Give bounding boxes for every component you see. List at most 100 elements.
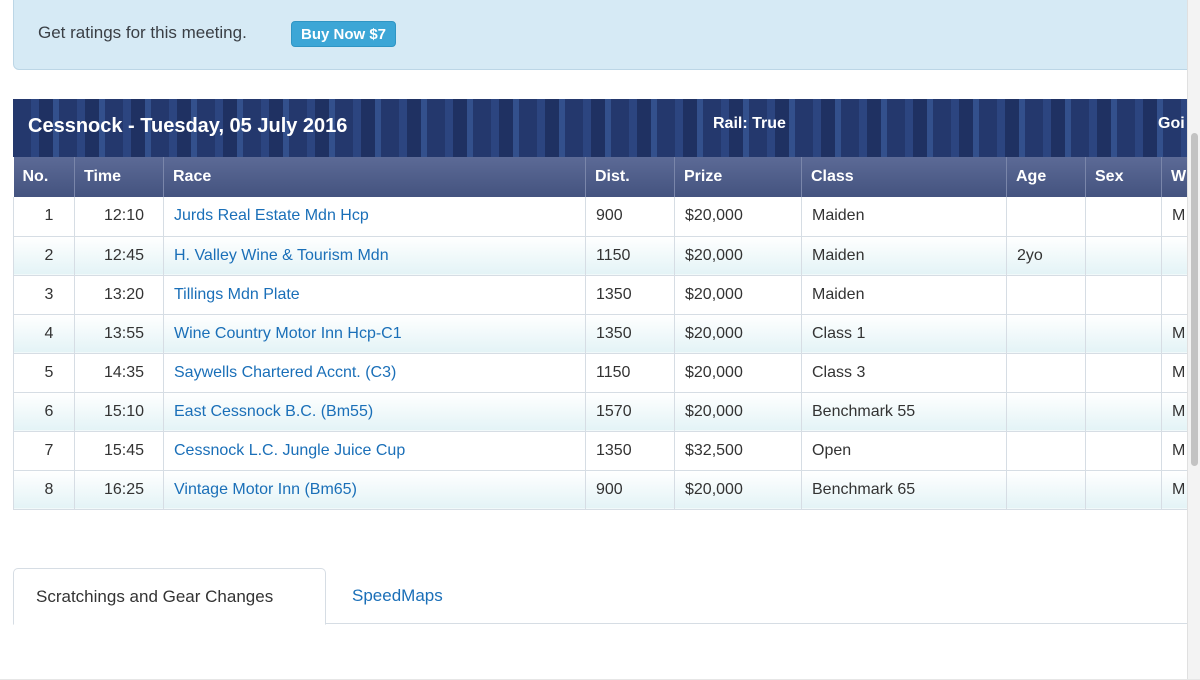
race-name-link[interactable]: Wine Country Motor Inn Hcp-C1 [174,324,402,342]
race-sex [1085,275,1162,315]
race-sex [1085,353,1162,393]
race-w: M [1161,470,1188,510]
race-age [1006,392,1086,432]
race-w: M [1161,314,1188,354]
race-sex [1085,197,1162,237]
race-time: 13:20 [74,275,164,315]
table-row: 5 14:35 Saywells Chartered Accnt. (C3) 1… [13,353,1188,393]
buy-now-button[interactable]: Buy Now $7 [291,21,397,47]
race-w: M [1161,392,1188,432]
table-header-row: No. Time Race Dist. Prize Class Age Sex … [13,157,1188,197]
table-row: 8 16:25 Vintage Motor Inn (Bm65) 900 $20… [13,470,1188,510]
race-number[interactable]: 7 [13,431,75,471]
race-name-link[interactable]: H. Valley Wine & Tourism Mdn [174,246,389,264]
race-time: 12:45 [74,236,164,276]
race-class: Class 1 [801,314,1007,354]
race-number[interactable]: 1 [13,197,75,237]
race-w: M [1161,353,1188,393]
race-name-link[interactable]: East Cessnock B.C. (Bm55) [174,402,374,420]
race-prize: $20,000 [674,275,802,315]
race-age [1006,197,1086,237]
tab-speedmaps[interactable]: SpeedMaps [352,586,443,605]
race-name-link[interactable]: Cessnock L.C. Jungle Juice Cup [174,441,406,459]
race-number[interactable]: 3 [13,275,75,315]
race-time: 13:55 [74,314,164,354]
col-header-class[interactable]: Class [801,157,1007,197]
race-time: 15:10 [74,392,164,432]
vertical-scrollbar[interactable] [1187,0,1200,680]
promo-banner: Get ratings for this meeting. Buy Now $7 [13,0,1200,70]
race-number[interactable]: 2 [13,236,75,276]
race-prize: $20,000 [674,197,802,237]
race-age [1006,275,1086,315]
col-header-time[interactable]: Time [74,157,164,197]
race-time: 14:35 [74,353,164,393]
race-age [1006,314,1086,354]
race-distance: 1350 [585,431,675,471]
col-header-prize[interactable]: Prize [674,157,802,197]
race-distance: 1570 [585,392,675,432]
race-prize: $20,000 [674,353,802,393]
race-name-link[interactable]: Saywells Chartered Accnt. (C3) [174,363,397,381]
race-distance: 1150 [585,353,675,393]
race-number[interactable]: 6 [13,392,75,432]
race-age [1006,470,1086,510]
race-prize: $20,000 [674,470,802,510]
table-row: 1 12:10 Jurds Real Estate Mdn Hcp 900 $2… [13,197,1188,237]
race-name-link[interactable]: Jurds Real Estate Mdn Hcp [174,207,369,225]
race-sex [1085,470,1162,510]
table-row: 6 15:10 East Cessnock B.C. (Bm55) 1570 $… [13,392,1188,432]
races-table: No. Time Race Dist. Prize Class Age Sex … [13,157,1188,510]
race-w: M [1161,197,1188,237]
race-sex [1085,314,1162,354]
meeting-header: Cessnock - Tuesday, 05 July 2016 Rail: T… [13,99,1187,157]
col-header-sex[interactable]: Sex [1085,157,1162,197]
race-class: Maiden [801,236,1007,276]
race-w: M [1161,431,1188,471]
race-time: 12:10 [74,197,164,237]
rail-status: Rail: True [713,115,786,132]
going-status: Goi [1158,115,1185,132]
race-distance: 1150 [585,236,675,276]
race-class: Class 3 [801,353,1007,393]
race-class: Maiden [801,275,1007,315]
race-name-link[interactable]: Vintage Motor Inn (Bm65) [174,480,357,498]
race-distance: 1350 [585,275,675,315]
race-sex [1085,392,1162,432]
race-w [1161,236,1188,276]
race-class: Maiden [801,197,1007,237]
info-tabs: Scratchings and Gear Changes SpeedMaps [13,568,1187,625]
promo-text: Get ratings for this meeting. [38,23,247,42]
race-prize: $32,500 [674,431,802,471]
col-header-no[interactable]: No. [13,157,75,197]
race-distance: 1350 [585,314,675,354]
race-w [1161,275,1188,315]
race-name-link[interactable]: Tillings Mdn Plate [174,285,300,303]
race-time: 15:45 [74,431,164,471]
col-header-w[interactable]: W [1161,157,1188,197]
race-time: 16:25 [74,470,164,510]
table-row: 7 15:45 Cessnock L.C. Jungle Juice Cup 1… [13,431,1188,471]
race-number[interactable]: 5 [13,353,75,393]
race-distance: 900 [585,197,675,237]
race-number[interactable]: 4 [13,314,75,354]
race-class: Benchmark 55 [801,392,1007,432]
race-class: Open [801,431,1007,471]
col-header-race[interactable]: Race [163,157,586,197]
col-header-age[interactable]: Age [1006,157,1086,197]
race-prize: $20,000 [674,236,802,276]
race-class: Benchmark 65 [801,470,1007,510]
race-age [1006,431,1086,471]
table-row: 4 13:55 Wine Country Motor Inn Hcp-C1 13… [13,314,1188,354]
tab-scratchings-gear-changes[interactable]: Scratchings and Gear Changes [13,568,326,625]
scrollbar-thumb[interactable] [1191,133,1198,466]
col-header-dist[interactable]: Dist. [585,157,675,197]
table-row: 3 13:20 Tillings Mdn Plate 1350 $20,000 … [13,275,1188,315]
race-prize: $20,000 [674,314,802,354]
race-sex [1085,236,1162,276]
race-age: 2yo [1006,236,1086,276]
race-prize: $20,000 [674,392,802,432]
meeting-title: Cessnock - Tuesday, 05 July 2016 [28,115,348,137]
race-distance: 900 [585,470,675,510]
race-number[interactable]: 8 [13,470,75,510]
